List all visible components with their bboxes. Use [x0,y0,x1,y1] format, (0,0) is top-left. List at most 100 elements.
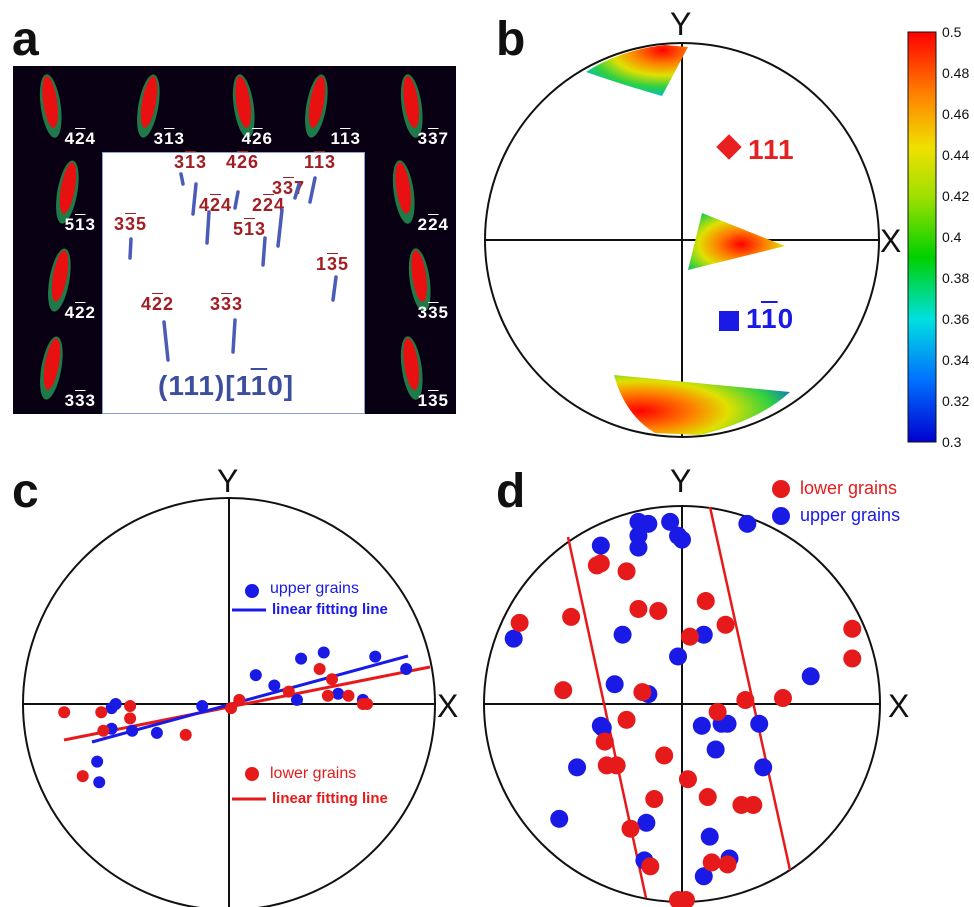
legend-c-lower-marker [245,767,259,781]
reflection-label: 224 [252,195,286,215]
lower-grain-point [629,599,648,618]
diffraction-spot [232,74,255,138]
legend-c-upper-text: upper grains [270,580,359,597]
marker-110 [719,311,739,331]
reflection-label: 513 [233,219,267,239]
panel-d-x-label: X [888,688,910,724]
reflection-label: 422 [141,294,175,314]
upper-grain-point [605,675,624,694]
lower-grain-point [124,700,137,713]
diffraction-spot [392,160,415,224]
streak-424 [205,210,211,245]
upper-grain-point [637,813,656,832]
upper-grain-point [629,526,648,545]
panel-letter-a: a [12,13,39,66]
lower-grain-point [313,662,326,675]
legend-c-lower-text: lower grains [270,765,357,782]
lower-grain-point [595,732,614,751]
upper-grain-point [673,530,691,549]
streak-422 [162,320,170,362]
tile-label: 513 [64,215,96,234]
diffraction-tile: 513 [13,152,100,237]
upper-grain-point [694,625,713,644]
lower-grain-point [678,770,697,789]
streak-335 [261,236,267,267]
panel-c-upper-fit-line [91,654,409,744]
streak-337 [293,182,301,200]
upper-grain-point [694,867,713,886]
lower-grain-point [124,712,137,725]
colorbar-tick-label: 0.48 [942,65,970,81]
streak-226-a [233,190,240,210]
streak-513 [128,237,133,260]
diffraction-tile: 337 [366,66,453,151]
lower-grain-point [76,770,89,783]
diffraction-spot [40,336,63,400]
streak-135 [331,275,338,302]
diffraction-tile: 333 [13,328,100,413]
lower-grain-point [708,702,727,721]
panel-d-y-label: Y [670,463,692,499]
streak-426 [191,182,198,216]
upper-grain-point [669,647,688,666]
lower-grain-point [225,702,238,715]
upper-grain-point [150,726,163,739]
colorbar-tick-label: 0.44 [942,147,970,163]
upper-grain-point [332,687,345,700]
lower-grain-point [641,857,660,876]
upper-grain-point [91,755,104,768]
legend-c-lower-fit-text: linear fitting line [272,790,388,807]
tile-label: 333 [64,391,96,410]
texture-region-center [688,213,785,270]
colorbar-tick-label: 0.34 [942,352,970,368]
diffraction-spot [400,336,423,400]
lower-grain-point [321,689,334,702]
upper-grain-point [661,512,680,531]
diffraction-tile: 113 [278,66,365,151]
legend-d-upper-text: upper grains [800,505,901,525]
upper-grain-point [126,724,139,737]
legend-d-lower-text: lower grains [800,478,898,498]
colorbar-tick-label: 0.4 [942,229,962,245]
upper-grain-point [738,514,757,533]
texture-region-bottom [614,375,790,435]
texture-region-top [586,45,688,96]
tile-label: 113 [330,129,361,148]
lower-grain-point [736,691,755,710]
lower-grain-point [655,746,674,765]
upper-grain-point [249,669,262,682]
lower-grain-point [617,562,636,581]
diffraction-spot [56,160,79,224]
panel-d-boundary-right [708,506,792,871]
streak-113 [308,176,317,204]
diffraction-tile: 426 [190,66,277,151]
upper-grain-point [593,718,612,737]
legend-d-lower-marker [772,480,790,498]
upper-grain-point [639,514,658,533]
tile-label: 337 [417,129,449,148]
diffraction-spot [400,74,423,138]
reflection-label: 424 [199,195,233,215]
upper-grain-point [801,667,820,686]
legend-c-upper-marker [245,584,259,598]
lower-grain-point [342,689,355,702]
lower-grain-point [361,698,374,710]
upper-grain-point [290,693,303,706]
lower-grain-point [58,706,71,719]
upper-grain-point [268,679,281,692]
streak-313 [179,172,185,186]
lower-grain-point [696,592,715,611]
lower-grain-point [621,819,640,838]
tile-label: 313 [153,129,185,148]
diffraction-spot [408,248,431,312]
diffraction-tile: 224 [366,152,453,237]
reflection-label: 135 [316,254,350,274]
streak-224 [276,208,284,248]
panel-b-x-label: X [880,223,902,259]
lower-grain-point [617,710,636,729]
tile-label: 335 [417,303,449,322]
panel-letter-b: b [496,13,526,66]
diffraction-tile: 424 [13,66,100,151]
lower-grain-point [716,615,735,634]
